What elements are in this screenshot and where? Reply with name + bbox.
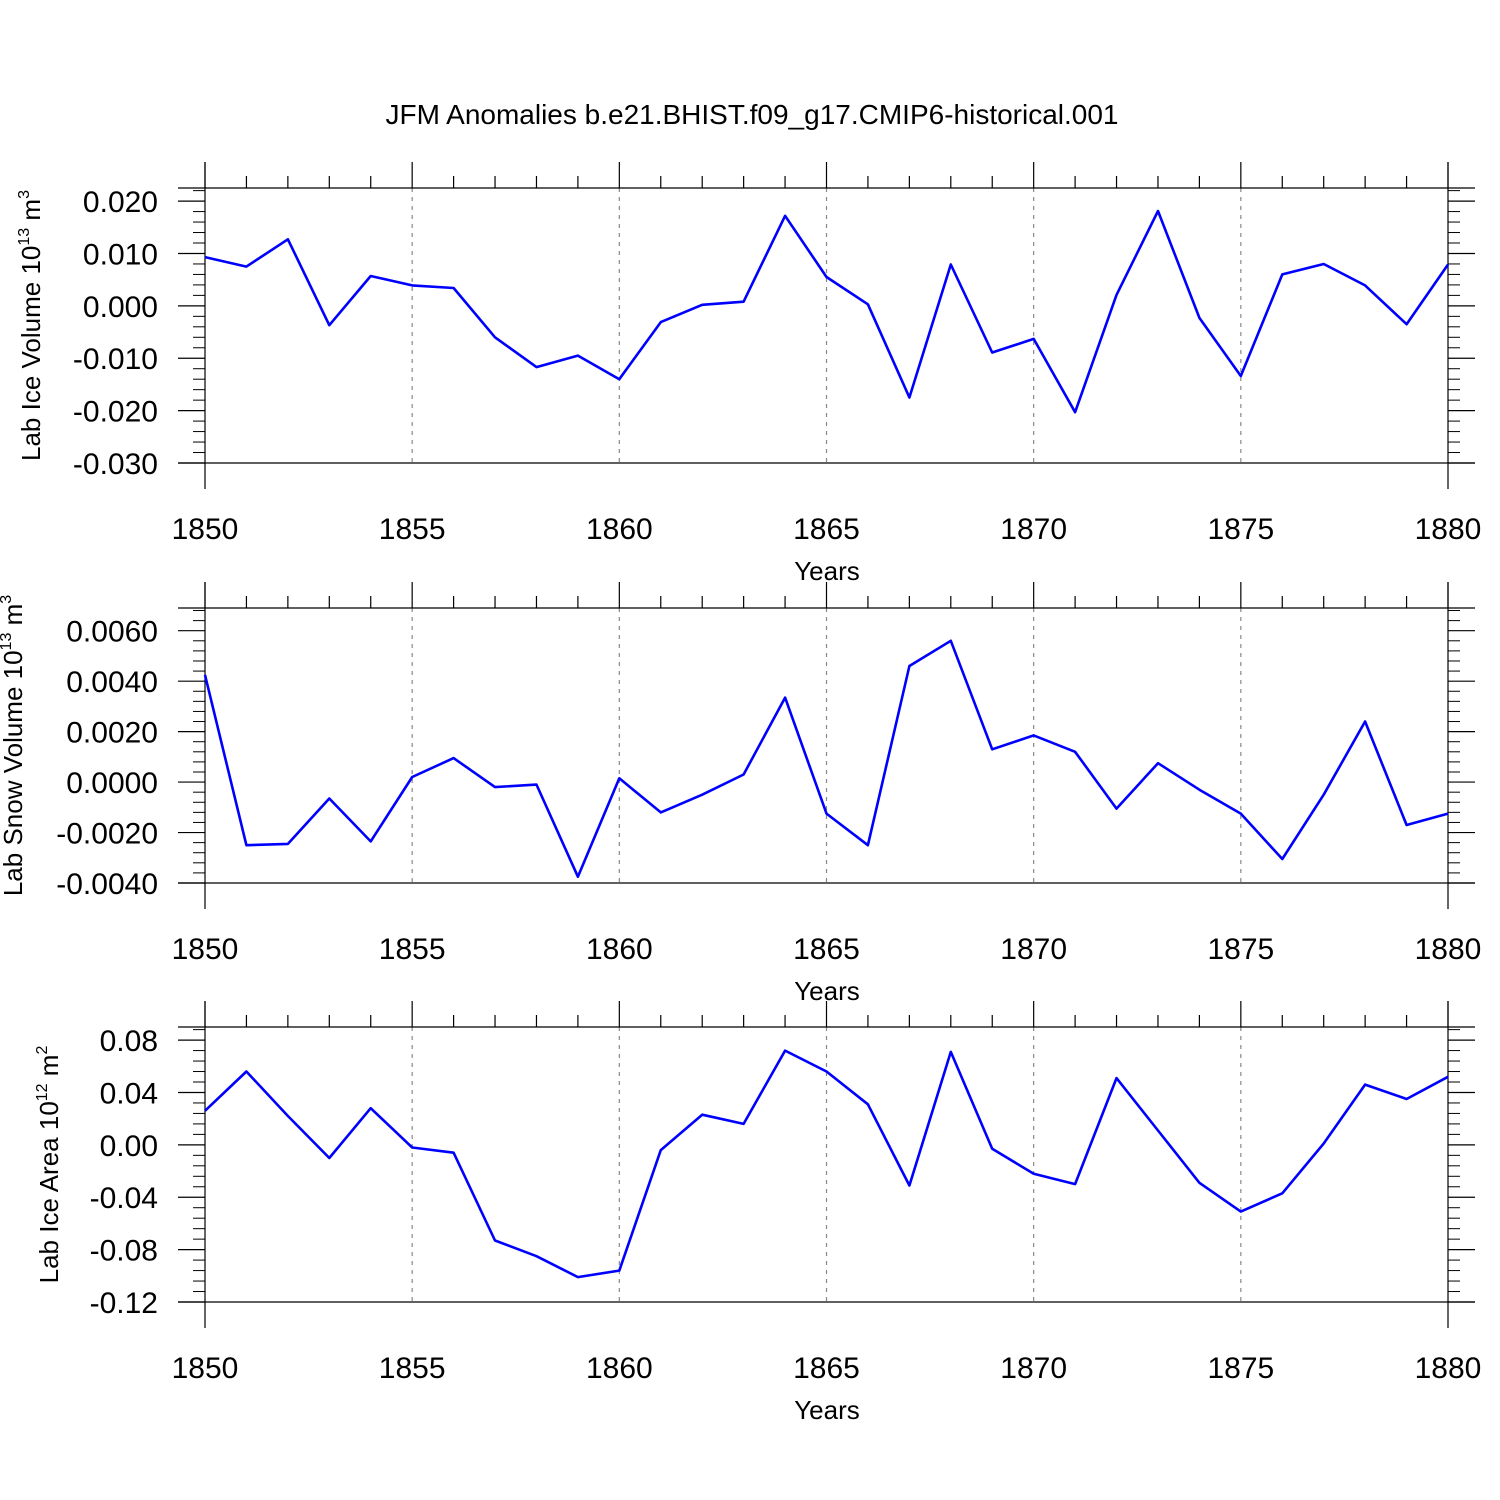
y-tick-label: 0.0000 [66,767,158,800]
series-line [204,209,1450,414]
y-tick-label: -0.010 [73,343,158,376]
y-label-unit-exponent: 3 [0,595,15,604]
x-tick-label: 1875 [1207,1352,1274,1385]
y-label-exponent: 13 [0,633,15,651]
y-tick-label: -0.0020 [56,818,158,851]
x-tick-label: 1870 [1000,1352,1067,1385]
series-line [203,639,1449,879]
y-label-exponent: 12 [34,1083,51,1101]
x-tick-label: 1850 [172,513,239,546]
y-tick-label: -0.030 [73,448,158,481]
y-tick-label: 0.08 [100,1025,158,1058]
panel-3: -0.12 -0.08 -0.04 0.00 0.04 0.08 1850 1855 1860 1… [34,1001,1481,1425]
y-tick-label: -0.08 [90,1235,158,1268]
x-tick-label: 1870 [1000,933,1067,966]
series-line [204,1049,1449,1279]
y-label-exponent: 13 [16,228,33,246]
y-label-unit: m [34,1055,64,1084]
y-axis-label: Lab Ice Area 1012 m2 [34,1046,64,1284]
x-tick-label: 1875 [1207,513,1274,546]
x-tick-label: 1880 [1415,1352,1482,1385]
y-label-unit: m [16,199,46,228]
x-tick-label: 1875 [1207,933,1274,966]
x-tick-label: 1860 [586,513,653,546]
y-tick-label: 0.000 [83,291,158,324]
x-axis-label: Years [794,556,860,586]
x-tick-label: 1855 [379,933,446,966]
x-tick-label: 1865 [793,1352,860,1385]
x-tick-label: 1870 [1000,513,1067,546]
y-label-prefix: Lab Ice Area 10 [34,1101,64,1283]
y-tick-label: 0.00 [100,1130,158,1163]
y-label-prefix: Lab Ice Volume 10 [16,246,46,461]
x-tick-label: 1850 [172,1352,239,1385]
x-tick-label: 1860 [586,933,653,966]
panel-1: -0.030 -0.020 -0.010 0.000 0.010 0.020 1850 185… [16,162,1481,586]
y-tick-label: -0.04 [90,1182,158,1215]
y-tick-label: 0.020 [83,186,158,219]
x-tick-label: 1865 [793,933,860,966]
y-tick-label: 0.04 [100,1077,158,1110]
y-tick-label: -0.020 [73,396,158,429]
y-label-unit-exponent: 3 [16,190,33,199]
x-tick-label: 1855 [379,1352,446,1385]
y-tick-label: 0.0020 [66,717,158,750]
y-tick-label: -0.0040 [56,868,158,901]
y-tick-label: 0.0060 [66,616,158,649]
y-tick-label: 0.010 [83,238,158,271]
y-label-prefix: Lab Snow Volume 10 [0,650,28,896]
y-tick-label: 0.0040 [66,666,158,699]
y-axis-label: Lab Snow Volume 1013 m3 [0,595,28,896]
figure-title: JFM Anomalies b.e21.BHIST.f09_g17.CMIP6-… [385,99,1118,130]
x-tick-label: 1850 [172,933,239,966]
x-tick-label: 1855 [379,513,446,546]
x-tick-label: 1880 [1415,513,1482,546]
x-tick-label: 1880 [1415,933,1482,966]
y-axis-label: Lab Ice Volume 1013 m3 [16,190,46,461]
x-axis-label: Years [794,1395,860,1425]
y-label-unit-exponent: 2 [34,1046,51,1055]
panel-2: -0.0040 -0.0020 0.0000 0.0020 0.0040 0.0060 18… [0,582,1481,1006]
x-tick-label: 1865 [793,513,860,546]
y-tick-label: -0.12 [90,1287,158,1320]
x-tick-label: 1860 [586,1352,653,1385]
y-label-unit: m [0,604,28,633]
